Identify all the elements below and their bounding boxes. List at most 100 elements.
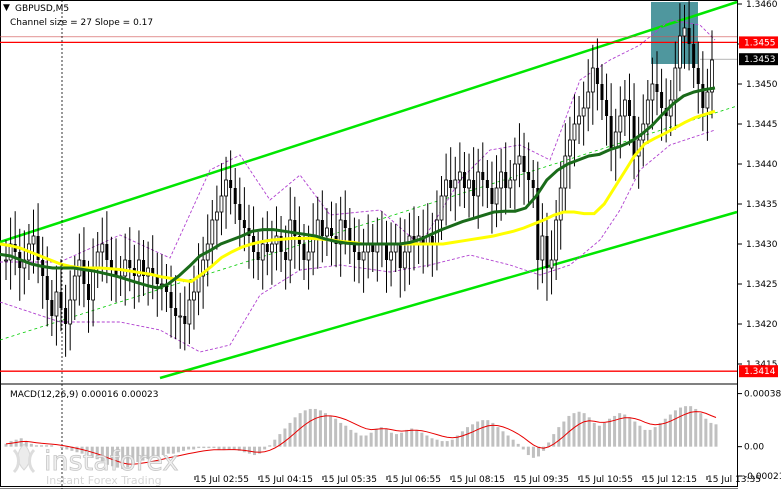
candle-bear (462, 172, 466, 188)
candle-bear (87, 284, 91, 300)
candle-bull (4, 259, 8, 262)
candle-bull (678, 35, 682, 69)
moving-average-green (0, 86, 716, 290)
axis-layer: 1.3460 1.3455 1.3450 1.3445 1.3440 1.3435 1.34… (194, 0, 781, 485)
candle-bear (545, 236, 549, 268)
candle-bull (123, 259, 128, 277)
candle-bear (242, 220, 246, 228)
candle-bull (389, 251, 393, 261)
candle-bear (696, 68, 700, 84)
symbol-label: GBPUSD,M5 (15, 4, 69, 14)
candle-bear (595, 68, 599, 84)
candle-bear (151, 268, 155, 276)
candle-bear (302, 244, 306, 260)
candle-bear (605, 100, 609, 116)
candle-bear (490, 188, 494, 204)
level-label: 1.3455 (744, 38, 776, 48)
x-tick-label: 15 Jul 09:35 (515, 475, 569, 485)
candle-bear (600, 84, 604, 100)
candle-bull (586, 91, 591, 109)
candle-bear (233, 188, 237, 204)
candle-bull (137, 259, 141, 277)
candle-bear (142, 260, 146, 276)
y-tick-label: 1.3430 (746, 240, 778, 250)
candle-bear (522, 156, 526, 172)
candle-bear (421, 236, 425, 244)
candle-bear (82, 260, 86, 284)
candle-bull (439, 195, 444, 221)
macd-plot-layer (4, 406, 718, 470)
candle-bull (201, 259, 206, 277)
candle-bear (256, 252, 260, 260)
candle-bear (357, 252, 361, 260)
candle-bull (146, 267, 151, 277)
candle-bear (701, 84, 705, 108)
y-tick-label: 1.3450 (746, 80, 778, 90)
candle-bear (284, 252, 288, 260)
candle-bear (531, 180, 535, 188)
collapse-arrow-icon[interactable]: ▼ (3, 3, 10, 13)
x-tick-label: 15 Jul 08:15 (451, 475, 505, 485)
y-tick-label: 1.3420 (746, 320, 778, 330)
candle-bear (279, 236, 283, 252)
candle-bull (269, 243, 274, 253)
candle-bear (527, 172, 531, 180)
candle-bear (320, 220, 324, 236)
candle-bear (609, 116, 613, 148)
candle-bear (692, 44, 696, 68)
candle-bear (297, 236, 301, 244)
candle-bull (68, 299, 73, 325)
candle-bull (210, 219, 215, 245)
candle-bull (590, 67, 595, 93)
candle-bull (710, 59, 714, 93)
macd-y-tick-label: -0.00021 (744, 472, 781, 482)
candle-bear (59, 292, 63, 308)
candle-bear (348, 228, 352, 244)
candle-bull (618, 115, 623, 133)
candle-bull (563, 155, 568, 189)
candle-bull (567, 139, 572, 157)
candle-bear (660, 92, 664, 108)
candle-bull (494, 187, 499, 205)
candle-bull (444, 179, 449, 197)
candle-bull (581, 107, 586, 117)
candle-bull (31, 235, 36, 245)
candle-bear (36, 236, 40, 260)
candle-bull (325, 227, 329, 237)
candle-bull (558, 187, 563, 221)
candle-bull (361, 251, 366, 261)
x-tick-label: 15 Jul 13:35 (707, 475, 761, 485)
candle-bull (622, 99, 627, 117)
candle-bull (467, 179, 471, 189)
candle-bull (315, 219, 320, 237)
candle-bear (169, 292, 173, 308)
brand-tagline: Instant Forex Trading (46, 474, 162, 487)
candle-bear (155, 276, 159, 284)
candle-bear (472, 180, 476, 196)
candle-bull (72, 275, 77, 301)
y-tick-label: 1.3445 (746, 120, 778, 130)
candle-bull (457, 171, 462, 181)
candle-bear (385, 244, 389, 260)
x-tick-label: 15 Jul 12:15 (643, 475, 697, 485)
candle-bear (183, 316, 187, 324)
x-tick-label: 15 Jul 04:15 (259, 475, 313, 485)
candle-bull (540, 235, 545, 261)
candle-bull (219, 195, 224, 213)
main-plot-layer (0, 0, 738, 489)
envelope-lower (0, 129, 716, 353)
y-tick-label: 1.3440 (746, 160, 778, 170)
x-tick-label: 15 Jul 02:55 (195, 475, 249, 485)
candle-bull (224, 179, 228, 197)
candle-bull (499, 171, 504, 189)
candle-bull (512, 163, 517, 181)
candle-bear (371, 244, 375, 252)
y-tick-label: 1.3435 (746, 200, 778, 210)
macd-label: MACD(12,26,9) 0.00016 0.00023 (10, 390, 159, 400)
y-tick-label: 1.3460 (746, 0, 778, 10)
candle-bear (238, 204, 242, 220)
candle-bear (293, 220, 297, 236)
candle-bear (174, 308, 178, 316)
candle-bull (8, 243, 13, 261)
